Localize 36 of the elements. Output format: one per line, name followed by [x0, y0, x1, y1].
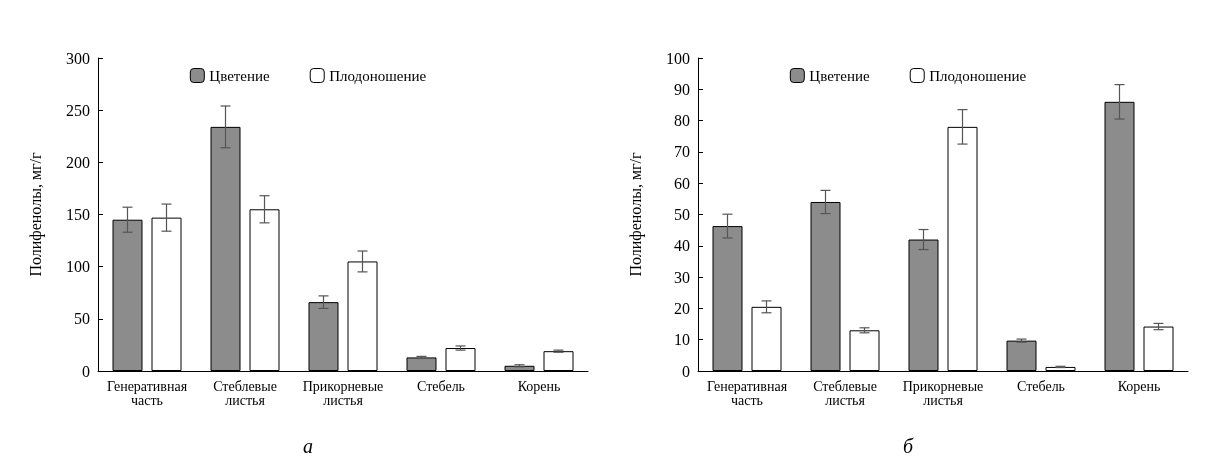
- x-tick-label: Стебель: [416, 378, 466, 394]
- legend-label: Цветение: [809, 67, 871, 84]
- y-tick-label: 50: [674, 206, 690, 223]
- y-tick-label: 250: [66, 101, 90, 119]
- y-tick-label: 70: [674, 143, 690, 161]
- y-tick-label: 20: [674, 299, 690, 317]
- x-tick-label: Прикорневые листья: [902, 378, 984, 408]
- text: а: [303, 435, 313, 457]
- x-tick-label: Прикорневые листья: [302, 378, 384, 408]
- y-tick-label: 150: [66, 206, 90, 223]
- y-tick-label: 30: [674, 268, 690, 286]
- y-tick-label: 60: [674, 174, 690, 192]
- x-tick-label: Стебель: [1016, 378, 1066, 394]
- y-axis-title: Полифенолы, мг/г: [26, 151, 45, 277]
- y-tick-label: 200: [66, 153, 90, 171]
- y-axis-title: Полифенолы, мг/г: [626, 151, 645, 277]
- y-tick-label: 0: [682, 362, 690, 380]
- y-tick-label: 0: [82, 362, 90, 380]
- x-tick-label: Генеративная часть: [106, 378, 188, 408]
- legend-label: Плодоношение: [329, 67, 427, 84]
- legend-label: Цветение: [209, 67, 271, 84]
- y-tick-label: 100: [666, 49, 690, 67]
- y-tick-label: 80: [674, 112, 690, 130]
- legend-label: Плодоношение: [929, 67, 1027, 84]
- x-tick-label: Стеблевые листья: [813, 378, 877, 408]
- y-tick-label: 50: [74, 310, 90, 328]
- y-tick-label: 90: [674, 80, 690, 98]
- y-tick-label: 100: [66, 258, 90, 276]
- text: б: [902, 435, 914, 457]
- y-tick-label: 10: [674, 331, 690, 349]
- x-tick-label: Генеративная часть: [706, 378, 788, 408]
- x-tick-label: Стеблевые листья: [213, 378, 277, 408]
- x-tick-label: Корень: [1117, 378, 1161, 394]
- y-tick-label: 40: [674, 237, 690, 255]
- y-tick-label: 300: [66, 49, 90, 67]
- x-tick-label: Корень: [517, 378, 561, 394]
